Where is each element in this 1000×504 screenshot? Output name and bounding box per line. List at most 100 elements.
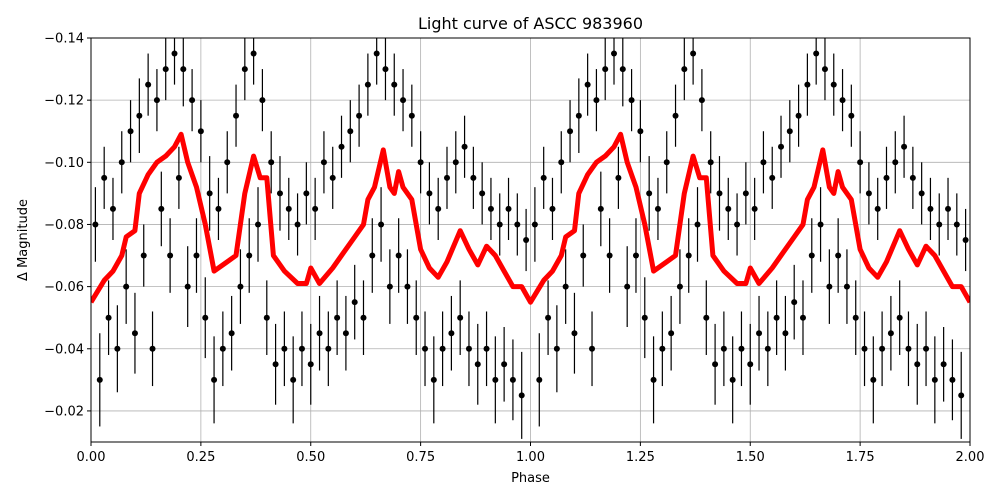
data-point <box>413 314 420 321</box>
data-point <box>852 314 859 321</box>
data-point <box>571 330 578 337</box>
x-tick-label: 1.50 <box>736 450 765 465</box>
data-point <box>268 159 275 166</box>
data-point <box>241 66 248 73</box>
data-point <box>712 361 719 368</box>
data-point <box>408 112 415 119</box>
x-axis-label: Phase <box>511 471 550 486</box>
data-point <box>676 283 683 290</box>
data-point <box>255 221 262 228</box>
data-point <box>883 174 890 181</box>
y-axis: −0.14 −0.12 −0.10 −0.08 −0.06 −0.04 −0.02 <box>44 32 91 419</box>
data-point <box>602 66 609 73</box>
data-point <box>237 283 244 290</box>
data-point <box>206 190 213 197</box>
data-point <box>211 376 218 383</box>
data-point <box>716 190 723 197</box>
data-point <box>641 314 648 321</box>
data-point <box>553 345 560 352</box>
data-point <box>795 112 802 119</box>
data-point <box>619 66 626 73</box>
data-point <box>580 252 587 259</box>
data-point <box>923 345 930 352</box>
data-point <box>584 81 591 88</box>
data-point <box>703 314 710 321</box>
data-point <box>843 283 850 290</box>
data-point <box>817 221 824 228</box>
data-point <box>430 376 437 383</box>
data-point <box>782 330 789 337</box>
data-point <box>140 252 147 259</box>
data-point <box>360 314 367 321</box>
data-point <box>637 128 644 135</box>
data-point <box>197 128 204 135</box>
data-point <box>694 221 701 228</box>
data-point <box>145 81 152 88</box>
x-tick-label: 0.75 <box>406 450 435 465</box>
data-point <box>659 345 666 352</box>
data-point <box>896 314 903 321</box>
data-point <box>813 50 820 57</box>
data-point <box>742 190 749 197</box>
data-point <box>131 330 138 337</box>
data-point <box>492 376 499 383</box>
data-point <box>835 252 842 259</box>
data-point <box>668 330 675 337</box>
x-tick-label: 1.25 <box>626 450 655 465</box>
data-point <box>786 128 793 135</box>
y-tick-label: −0.10 <box>44 156 84 171</box>
data-point <box>215 205 222 212</box>
data-point <box>839 97 846 104</box>
data-point <box>158 205 165 212</box>
data-point <box>272 361 279 368</box>
data-point <box>909 174 916 181</box>
data-point <box>540 174 547 181</box>
data-point <box>224 159 231 166</box>
data-point <box>153 97 160 104</box>
data-point <box>936 221 943 228</box>
data-point <box>386 283 393 290</box>
data-point <box>725 205 732 212</box>
data-point <box>747 361 754 368</box>
y-tick-label: −0.06 <box>44 280 84 295</box>
y-axis-label: Δ Magnitude <box>16 199 31 281</box>
data-point <box>848 112 855 119</box>
data-point <box>294 221 301 228</box>
data-point <box>799 314 806 321</box>
data-point <box>707 159 714 166</box>
data-point <box>773 314 780 321</box>
model-curve <box>91 131 970 305</box>
data-point <box>628 97 635 104</box>
data-point <box>729 376 736 383</box>
data-point <box>276 190 283 197</box>
data-point <box>334 314 341 321</box>
data-point <box>769 174 776 181</box>
data-point <box>373 50 380 57</box>
data-point <box>892 159 899 166</box>
data-point <box>720 345 727 352</box>
data-point <box>734 221 741 228</box>
data-point <box>650 376 657 383</box>
data-point <box>175 174 182 181</box>
data-point <box>443 174 450 181</box>
y-tick-label: −0.04 <box>44 342 84 357</box>
data-point <box>567 128 574 135</box>
data-point <box>320 159 327 166</box>
data-point <box>109 205 116 212</box>
data-point <box>523 237 530 243</box>
x-axis: 0.00 0.25 0.50 0.75 1.00 1.25 1.50 1.75 2.00 <box>77 442 985 465</box>
data-point <box>307 361 314 368</box>
data-point <box>189 97 196 104</box>
data-point <box>663 159 670 166</box>
y-tick-label: −0.14 <box>44 32 84 47</box>
x-tick-label: 0.50 <box>296 450 325 465</box>
x-tick-label: 1.00 <box>516 450 545 465</box>
data-point <box>193 252 200 259</box>
data-point <box>861 345 868 352</box>
data-point <box>654 205 661 212</box>
data-point <box>312 205 319 212</box>
data-point <box>246 252 253 259</box>
data-point <box>316 330 323 337</box>
x-tick-label: 2.00 <box>956 450 985 465</box>
data-point <box>347 128 354 135</box>
